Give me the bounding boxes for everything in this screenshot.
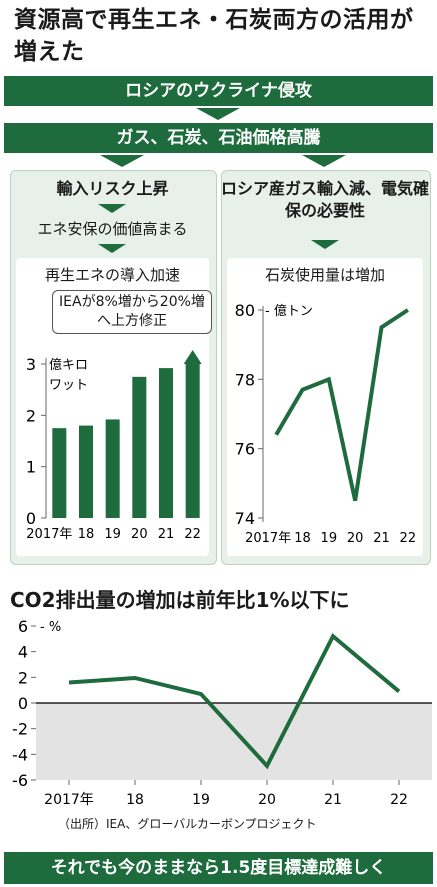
x-tick-label: 21 xyxy=(158,527,175,542)
left-panel-subheading: エネ安保の価値高まる xyxy=(37,220,188,238)
x-tick-label: 2017年 xyxy=(44,792,94,808)
y-tick-label: -6 xyxy=(12,771,28,790)
bar-21 xyxy=(159,368,173,518)
bar-19 xyxy=(105,419,120,518)
flow-step-price-surge: ガス、石炭、石油価格高騰 xyxy=(4,123,433,153)
y-tick-label: 3 xyxy=(26,355,36,374)
flow-arrow-left xyxy=(100,155,144,167)
y-tick-label: 76 xyxy=(235,440,255,459)
x-tick-label: 2017年 xyxy=(26,527,72,542)
increase-arrow-icon xyxy=(183,350,202,364)
unit-label-2: ワット xyxy=(49,378,88,393)
unit-label: - % xyxy=(40,620,61,635)
y-tick-label: 2 xyxy=(26,406,36,425)
right-chart-box xyxy=(227,258,423,556)
flow-arrow-right xyxy=(302,155,346,167)
y-tick-label: 6 xyxy=(18,617,28,636)
co2-line-chart: -6 -4 -2 0 2 4 6 - % 2017年 18 19 20 21 22 xyxy=(12,617,432,808)
y-tick-label: -4 xyxy=(12,745,28,764)
x-tick-label: 22 xyxy=(400,531,417,546)
x-tick-label: 2017年 xyxy=(245,531,291,546)
y-tick-label: 78 xyxy=(235,370,255,389)
iea-callout: IEAが8%増から20%増へ上方修正 xyxy=(52,290,212,334)
page-title: 資源高で再生エネ・石炭両方の活用が増えた xyxy=(14,7,414,65)
y-tick-label: 80 xyxy=(235,301,255,320)
x-tick-label: 19 xyxy=(104,527,121,542)
bar-20 xyxy=(132,376,147,518)
left-panel-arrow xyxy=(98,204,126,213)
bar-18 xyxy=(79,425,93,518)
y-tick-label: 2 xyxy=(18,668,28,687)
left-panel-heading: 輸入リスク上昇 xyxy=(56,179,169,198)
right-panel-heading: ロシア産ガス輸入減、電気確保の必要性 xyxy=(221,179,430,220)
x-tick-label: 18 xyxy=(78,527,95,542)
right-panel-arrow xyxy=(311,240,339,249)
x-tick-label: 21 xyxy=(373,531,390,546)
flow-step-invasion: ロシアのウクライナ侵攻 xyxy=(4,76,433,106)
coal-series-line xyxy=(274,308,409,502)
x-tick-label: 20 xyxy=(131,527,148,542)
unit-label: - 億トン xyxy=(265,303,313,319)
y-tick-label: 74 xyxy=(235,509,255,528)
y-tick-label: 1 xyxy=(26,458,36,477)
left-panel-arrow-2 xyxy=(98,244,126,253)
x-tick-label: 18 xyxy=(126,792,144,808)
y-tick-label: 4 xyxy=(18,643,28,662)
co2-series-line xyxy=(68,633,401,770)
right-chart-title: 石炭使用量は増加 xyxy=(264,266,385,284)
y-tick-label: 0 xyxy=(18,694,28,713)
x-tick-label: 18 xyxy=(294,531,311,546)
flow-arrow-1 xyxy=(196,108,240,120)
x-tick-label: 20 xyxy=(347,531,364,546)
x-tick-label: 21 xyxy=(324,792,342,808)
x-tick-label: 22 xyxy=(390,792,408,808)
x-tick-label: 22 xyxy=(184,527,201,542)
co2-chart-title: CO2排出量の増加は前年比1%以下に xyxy=(10,588,350,612)
negative-zone xyxy=(36,703,432,780)
y-tick-label: 0 xyxy=(26,509,36,528)
unit-label: 億キロ xyxy=(49,357,88,373)
left-chart-title: 再生エネの導入加速 xyxy=(44,266,180,284)
conclusion-banner: それでも今のままなら1.5度目標達成難しく xyxy=(4,852,433,884)
y-tick-label: -2 xyxy=(12,720,28,739)
x-tick-label: 20 xyxy=(258,792,276,808)
x-tick-label: 19 xyxy=(192,792,210,808)
source-note: （出所）IEA、グローバルカーボンプロジェクト xyxy=(58,817,317,831)
x-tick-label: 19 xyxy=(321,531,338,546)
coal-line-chart: 74 76 78 80 - 億トン 2017年 18 19 20 21 22 xyxy=(235,301,417,546)
bar-2017年 xyxy=(52,428,67,518)
bar-22 xyxy=(185,364,200,518)
